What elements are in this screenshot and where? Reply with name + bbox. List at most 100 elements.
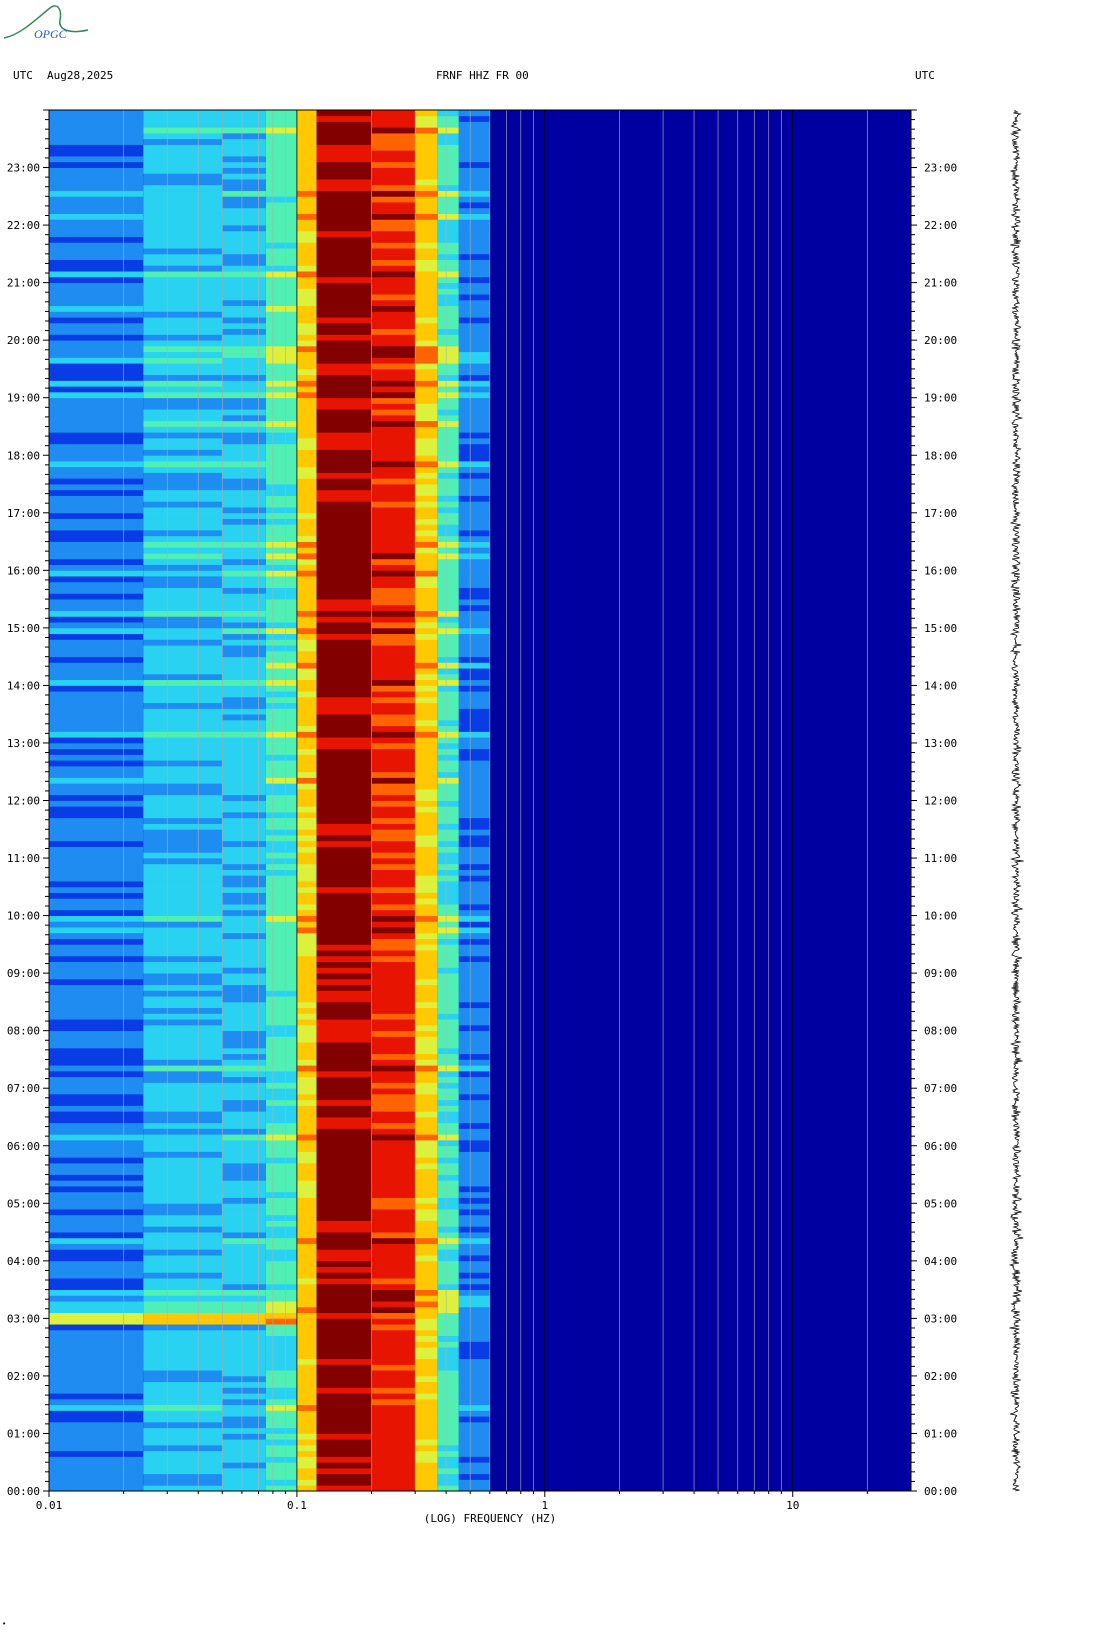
heatmap-cell: [316, 391, 372, 399]
heatmap-cell: [49, 1398, 144, 1406]
heatmap-cell: [316, 858, 372, 865]
heatmap-cell: [222, 1191, 266, 1198]
heatmap-cell: [415, 236, 438, 243]
heatmap-cell: [415, 282, 438, 289]
heatmap-cell: [296, 449, 317, 456]
heatmap-cell: [265, 702, 297, 709]
heatmap-cell: [371, 1019, 416, 1026]
y-tick-label-left: 04:00: [7, 1255, 40, 1268]
heatmap-cell: [222, 668, 266, 675]
heatmap-cell: [316, 806, 372, 813]
heatmap-cell: [222, 1439, 266, 1446]
heatmap-cell: [49, 961, 144, 968]
heatmap-cell: [143, 1439, 223, 1446]
heatmap-cell: [49, 190, 144, 197]
heatmap-cell: [415, 593, 438, 600]
heatmap-cell: [371, 236, 416, 243]
heatmap-cell: [371, 1335, 416, 1342]
heatmap-cell: [222, 1105, 266, 1112]
heatmap-cell: [143, 1001, 223, 1009]
heatmap-cell: [49, 1289, 144, 1296]
heatmap-cell: [222, 622, 266, 629]
heatmap-cell: [49, 1375, 144, 1383]
heatmap-cell: [143, 288, 223, 295]
heatmap-cell: [49, 248, 144, 255]
heatmap-cell: [415, 1168, 438, 1175]
x-tick-label: 0.1: [287, 1499, 307, 1512]
heatmap-cell: [437, 1467, 459, 1475]
heatmap-cell: [415, 535, 438, 542]
heatmap-cell: [371, 921, 416, 928]
y-tick-label-left: 08:00: [7, 1025, 40, 1038]
heatmap-cell: [437, 391, 459, 399]
heatmap-cell: [265, 414, 297, 422]
heatmap-cell: [222, 1024, 266, 1032]
heatmap-cell: [371, 662, 416, 669]
heatmap-cell: [371, 673, 416, 681]
heatmap-cell: [296, 150, 317, 157]
heatmap-cell: [437, 858, 459, 865]
heatmap-cell: [222, 334, 266, 341]
heatmap-cell: [437, 576, 459, 583]
heatmap-cell: [296, 633, 317, 640]
heatmap-cell: [371, 391, 416, 399]
heatmap-cell: [458, 317, 490, 324]
heatmap-cell: [143, 932, 223, 939]
heatmap-cell: [316, 1421, 372, 1429]
heatmap-cell: [458, 236, 490, 243]
heatmap-cell: [316, 587, 372, 594]
heatmap-cell: [49, 1082, 144, 1089]
heatmap-cell: [437, 242, 459, 249]
heatmap-cell: [437, 593, 459, 600]
heatmap-cell: [222, 1295, 266, 1302]
heatmap-cell: [458, 1024, 490, 1032]
heatmap-cell: [316, 846, 372, 853]
heatmap-cell: [316, 288, 372, 295]
heatmap-cell: [49, 737, 144, 744]
heatmap-cell: [458, 1140, 490, 1147]
heatmap-cell: [143, 409, 223, 416]
heatmap-cell: [415, 1421, 438, 1429]
heatmap-cell: [222, 242, 266, 249]
heatmap-cell: [437, 380, 459, 387]
heatmap-cell: [296, 639, 317, 646]
heatmap-cell: [265, 1306, 297, 1314]
heatmap-cell: [143, 1197, 223, 1204]
heatmap-cell: [265, 184, 297, 191]
heatmap-cell: [265, 1111, 297, 1118]
heatmap-cell: [49, 167, 144, 174]
heatmap-cell: [415, 196, 438, 203]
heatmap-cell: [296, 1289, 317, 1296]
heatmap-cell: [49, 714, 144, 721]
heatmap-cell: [437, 397, 459, 404]
heatmap-cell: [437, 696, 459, 704]
heatmap-cell: [222, 501, 266, 508]
heatmap-cell: [143, 478, 223, 485]
heatmap-cell: [143, 461, 223, 468]
heatmap-cell: [296, 328, 317, 335]
heatmap-cell: [371, 530, 416, 537]
heatmap-cell: [371, 1070, 416, 1078]
heatmap-cell: [415, 1197, 438, 1204]
heatmap-cell: [415, 996, 438, 1003]
heatmap-cell: [49, 472, 144, 479]
heatmap-cell: [415, 271, 438, 278]
heatmap-cell: [316, 397, 372, 404]
heatmap-cell: [296, 909, 317, 916]
heatmap-cell: [265, 1398, 297, 1406]
heatmap-cell: [371, 299, 416, 307]
heatmap-cell: [437, 478, 459, 485]
heatmap-cell: [296, 1410, 317, 1417]
heatmap-cell: [437, 1306, 459, 1314]
heatmap-cell: [49, 1099, 144, 1106]
heatmap-cell: [437, 823, 459, 830]
heatmap-cell: [265, 1203, 297, 1210]
heatmap-cell: [296, 1191, 317, 1198]
heatmap-cell: [296, 127, 317, 134]
heatmap-cell: [415, 1416, 438, 1423]
heatmap-cell: [437, 955, 459, 963]
heatmap-cell: [222, 1450, 266, 1457]
heatmap-cell: [49, 1174, 144, 1181]
heatmap-cell: [415, 466, 438, 473]
heatmap-cell: [371, 760, 416, 767]
